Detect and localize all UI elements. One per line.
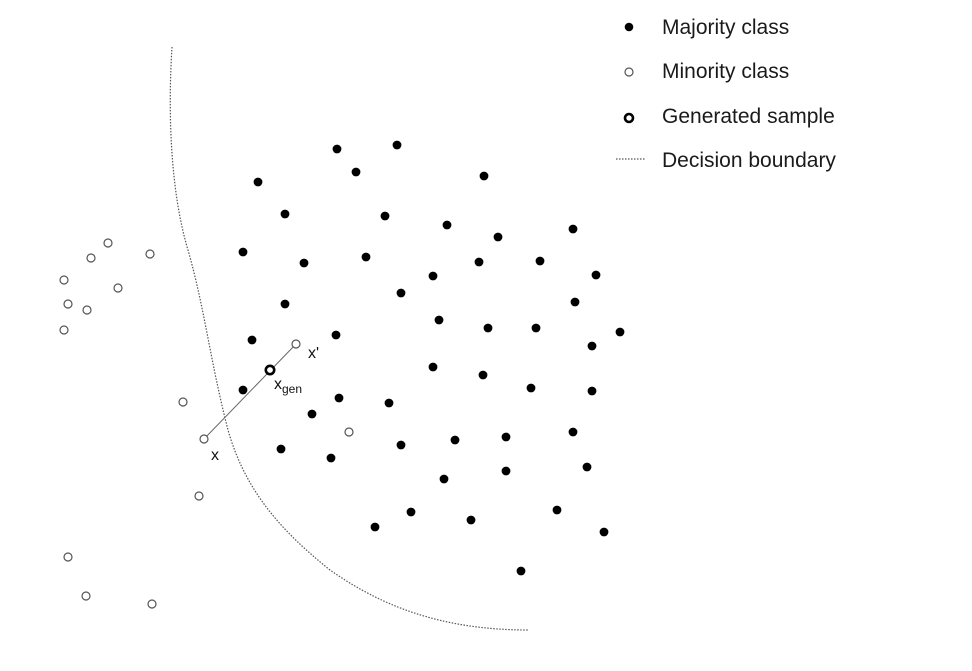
minority-point: [82, 305, 92, 315]
majority-point: [582, 462, 592, 472]
majority-point: [396, 440, 406, 450]
majority-point: [568, 224, 578, 234]
minority-point: [59, 325, 69, 335]
minority-point: [63, 299, 73, 309]
minority-point: [194, 491, 204, 501]
majority-point: [615, 327, 625, 337]
majority-point: [396, 288, 406, 298]
legend-majority-label: Majority class: [662, 16, 789, 39]
decision-boundary-curve: [169, 46, 529, 631]
majority-point: [370, 522, 380, 532]
majority-point: [361, 252, 371, 262]
majority-point: [247, 335, 257, 345]
majority-point: [591, 270, 601, 280]
minority-point: [86, 253, 96, 263]
majority-point: [599, 527, 609, 537]
minority-point: [81, 591, 91, 601]
minority-point: [103, 238, 113, 248]
legend-generated-label: Generated sample: [662, 105, 835, 128]
majority-point: [587, 386, 597, 396]
majority-point: [483, 323, 493, 333]
majority-point: [439, 474, 449, 484]
label-x: x: [211, 447, 219, 464]
legend-boundary-label: Decision boundary: [662, 149, 836, 172]
majority-point: [253, 177, 263, 187]
minority-point: [291, 339, 301, 349]
label-x-prime: x': [308, 345, 319, 362]
majority-point: [238, 385, 248, 395]
majority-point: [442, 220, 452, 230]
majority-point: [450, 435, 460, 445]
majority-point: [332, 144, 342, 154]
majority-point: [428, 362, 438, 372]
label-x-gen-sub: gen: [282, 382, 302, 396]
majority-point: [493, 232, 503, 242]
majority-point: [478, 370, 488, 380]
minority-points: [59, 238, 354, 609]
majority-point: [238, 247, 248, 257]
label-x-gen-main: x: [274, 376, 282, 393]
majority-point: [501, 466, 511, 476]
legend-item-majority: Majority class: [624, 16, 789, 39]
majority-point: [384, 398, 394, 408]
legend-generated-icon: [623, 112, 635, 124]
majority-point: [526, 383, 536, 393]
majority-point: [326, 453, 336, 463]
majority-point: [406, 507, 416, 517]
majority-point: [280, 299, 290, 309]
majority-point: [587, 341, 597, 351]
majority-point: [428, 271, 438, 281]
minority-point: [344, 427, 354, 437]
majority-point: [474, 257, 484, 267]
majority-point: [380, 211, 390, 221]
majority-point: [568, 427, 578, 437]
interpolation-line: [203, 343, 297, 440]
majority-point: [299, 258, 309, 268]
minority-point: [63, 552, 73, 562]
minority-point: [113, 283, 123, 293]
majority-point: [501, 432, 511, 442]
majority-point: [331, 330, 341, 340]
majority-point: [516, 566, 526, 576]
majority-point: [434, 315, 444, 325]
majority-point: [552, 505, 562, 515]
majority-points: [238, 140, 625, 576]
minority-point: [147, 599, 157, 609]
legend-item-minority: Minority class: [624, 60, 789, 83]
generated-sample-point: [264, 364, 276, 376]
label-x-gen: xgen: [274, 376, 302, 396]
minority-point: [178, 397, 188, 407]
majority-point: [535, 256, 545, 266]
legend-majority-icon: [624, 22, 634, 32]
majority-point: [479, 171, 489, 181]
legend-minority-label: Minority class: [662, 60, 789, 83]
majority-point: [307, 409, 317, 419]
legend: Majority class Minority class Generated …: [616, 16, 836, 172]
majority-point: [280, 209, 290, 219]
minority-point: [199, 434, 209, 444]
minority-point: [145, 249, 155, 259]
legend-item-generated: Generated sample: [623, 105, 835, 128]
legend-minority-icon: [624, 67, 634, 77]
majority-point: [276, 444, 286, 454]
majority-point: [466, 515, 476, 525]
majority-point: [570, 297, 580, 307]
majority-point: [531, 323, 541, 333]
majority-point: [392, 140, 402, 150]
minority-point: [59, 275, 69, 285]
majority-point: [351, 167, 361, 177]
legend-item-boundary: Decision boundary: [616, 149, 836, 172]
majority-point: [334, 393, 344, 403]
